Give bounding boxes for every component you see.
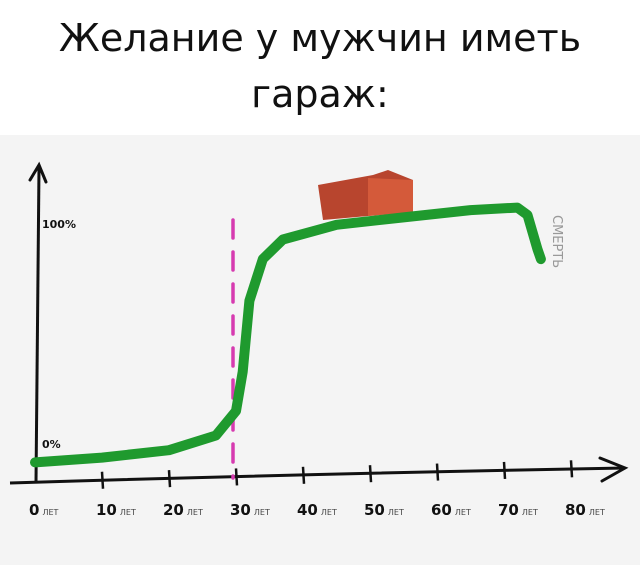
- y-axis: [34, 167, 41, 483]
- plot-area: [0, 135, 640, 565]
- garage-door: [368, 178, 413, 216]
- x-tick: [100, 471, 105, 489]
- x-tick-label: 20 ЛЕТ: [163, 501, 203, 519]
- x-tick: [569, 460, 574, 478]
- x-tick-label: 10 ЛЕТ: [96, 501, 136, 519]
- title-line-1: Желание у мужчин иметь: [58, 16, 582, 60]
- x-tick-label: 60 ЛЕТ: [431, 501, 471, 519]
- x-tick: [167, 470, 172, 488]
- title-line-2: гараж:: [251, 72, 389, 116]
- x-axis: [9, 466, 626, 485]
- x-axis-arrow-icon: [598, 456, 629, 483]
- chart-title: Желание у мужчин иметь гараж:: [0, 10, 640, 122]
- x-tick-label: 40 ЛЕТ: [297, 501, 337, 519]
- x-tick: [502, 461, 507, 480]
- x-tick-label: 80 ЛЕТ: [565, 501, 605, 519]
- y-label-0: 0%: [42, 438, 61, 451]
- y-label-100: 100%: [42, 218, 76, 231]
- x-tick: [368, 465, 373, 483]
- x-tick: [435, 463, 440, 481]
- x-tick: [234, 468, 239, 486]
- y-axis-arrow-icon: [28, 161, 48, 184]
- x-tick-label: 30 ЛЕТ: [230, 501, 270, 519]
- x-tick-label: 0 ЛЕТ: [29, 501, 59, 519]
- x-tick-label: 50 ЛЕТ: [364, 501, 404, 519]
- x-tick-label: 70 ЛЕТ: [498, 501, 538, 519]
- desire-curve: [30, 202, 546, 468]
- x-tick: [301, 466, 306, 484]
- death-label: СМЕРТЬ: [549, 215, 564, 268]
